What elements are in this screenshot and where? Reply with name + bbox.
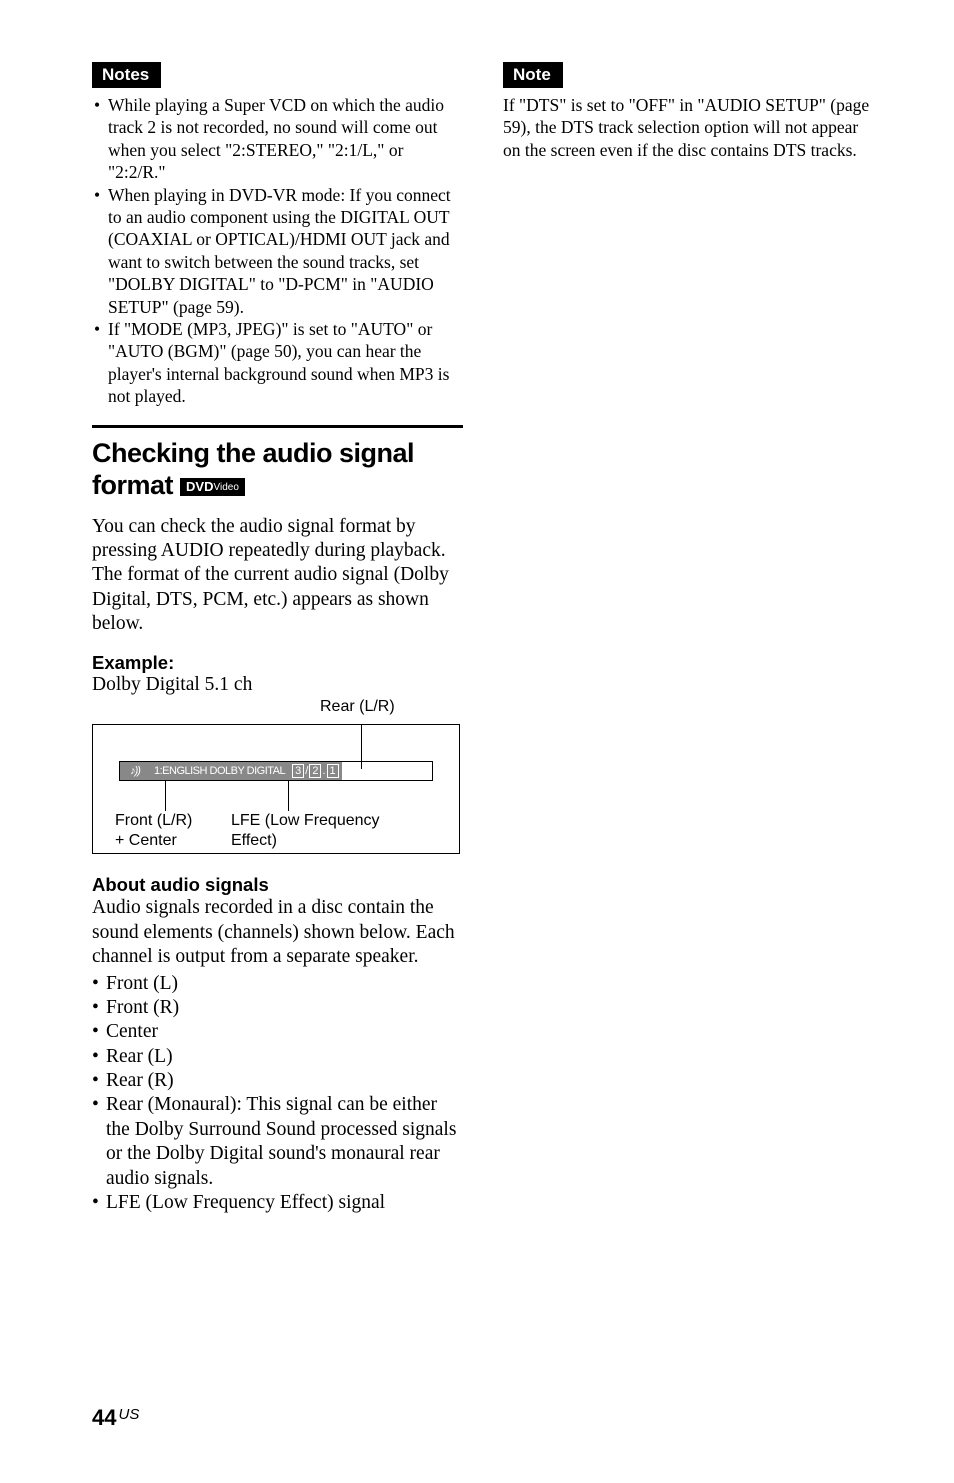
osd-text: 1:ENGLISH DOLBY DIGITAL	[150, 762, 289, 780]
channel-item: Rear (L)	[92, 1045, 463, 1069]
note-badge: Note	[503, 62, 563, 88]
signal-diagram: ♪)) 1:ENGLISH DOLBY DIGITAL 3/2.1 Front …	[92, 724, 460, 854]
lfe-connector-line	[288, 781, 289, 811]
channel-item: LFE (Low Frequency Effect) signal	[92, 1191, 463, 1215]
notes-item: If "MODE (MP3, JPEG)" is set to "AUTO" o…	[92, 318, 463, 408]
channel-list: Front (L) Front (R) Center Rear (L) Rear…	[92, 972, 463, 1216]
audio-icon: ♪))	[120, 762, 150, 780]
about-heading: About audio signals	[92, 874, 463, 896]
intro-paragraph: You can check the audio signal format by…	[92, 515, 463, 637]
channel-item: Rear (R)	[92, 1069, 463, 1093]
heading-line1: Checking the audio signal	[92, 438, 414, 468]
channel-item: Center	[92, 1020, 463, 1044]
rear-label: Rear (L/R)	[320, 698, 395, 716]
heading-line2: format	[92, 470, 173, 500]
example-heading: Example:	[92, 652, 463, 674]
about-paragraph: Audio signals recorded in a disc contain…	[92, 896, 463, 969]
front-connector-line	[165, 781, 166, 811]
notes-item: While playing a Super VCD on which the a…	[92, 94, 463, 184]
notes-badge: Notes	[92, 62, 161, 88]
example-subtitle: Dolby Digital 5.1 ch	[92, 674, 463, 696]
page-number: 44US	[92, 1405, 139, 1431]
channel-item: Front (L)	[92, 972, 463, 996]
osd-channel-fraction: 3/2.1	[289, 762, 342, 780]
osd-bar: ♪)) 1:ENGLISH DOLBY DIGITAL 3/2.1	[119, 761, 433, 781]
dvd-video-badge: DVDVideo	[180, 478, 245, 497]
notes-item: When playing in DVD-VR mode: If you conn…	[92, 184, 463, 318]
channel-item: Front (R)	[92, 996, 463, 1020]
col2-note-text: If "DTS" is set to "OFF" in "AUDIO SETUP…	[503, 94, 874, 161]
channel-item: Rear (Monaural): This signal can be eith…	[92, 1093, 463, 1191]
notes-list: While playing a Super VCD on which the a…	[92, 94, 463, 407]
lfe-label: LFE (Low FrequencyEffect)	[231, 811, 380, 851]
section-divider	[92, 425, 463, 428]
front-center-label: Front (L/R)+ Center	[115, 811, 192, 851]
section-heading: Checking the audio signal format DVDVide…	[92, 438, 463, 500]
